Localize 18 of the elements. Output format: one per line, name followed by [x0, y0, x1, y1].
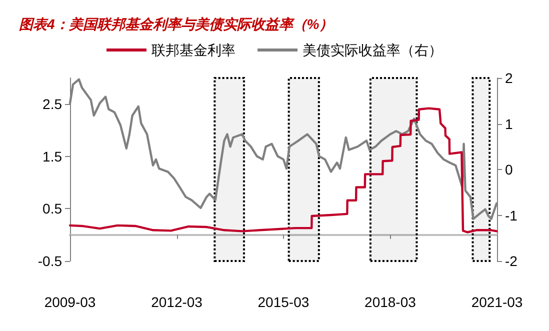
- y-tick-label: 1.5: [42, 148, 62, 164]
- x-tick-label: 2018-03: [364, 294, 416, 310]
- x-tick-label: 2012-03: [151, 294, 203, 310]
- y2-tick-label: 1: [505, 116, 513, 132]
- y-tick-label: 0.5: [42, 200, 62, 217]
- y2-tick-label: 2: [505, 70, 513, 86]
- chart-title: 图表4：美国联邦基金利率与美债实际收益率（%）: [19, 16, 334, 32]
- y2-tick-label: -1: [505, 207, 518, 224]
- legend-label: 美债实际收益率（右）: [302, 42, 442, 58]
- x-tick-label: 2009-03: [44, 294, 96, 310]
- y2-tick-label: -2: [505, 253, 518, 269]
- legend-label: 联邦基金利率: [152, 42, 236, 58]
- y-tick-label: -0.5: [38, 253, 62, 269]
- x-tick-label: 2021-03: [471, 294, 523, 310]
- y-tick-label: 2.5: [42, 96, 62, 112]
- x-tick-label: 2015-03: [258, 294, 310, 310]
- y2-tick-label: 0: [505, 162, 513, 178]
- line-series: [68, 107, 498, 234]
